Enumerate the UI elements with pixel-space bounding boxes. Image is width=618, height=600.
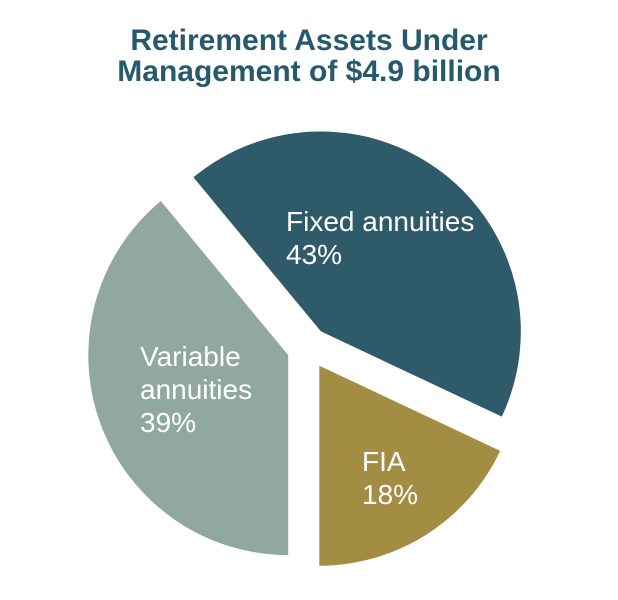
slice-name-fixed-annuities: Fixed annuities	[286, 206, 475, 237]
slice-label-variable-annuities: Variable annuities 39%	[140, 340, 300, 439]
slice-percent-variable-annuities: 39%	[140, 407, 197, 438]
slice-name-variable-annuities: Variable annuities	[140, 341, 253, 405]
chart-title-line-1: Retirement Assets Under	[130, 24, 488, 57]
pie-slice-fixed-annuities	[193, 131, 521, 417]
slice-percent-fia: 18%	[362, 479, 419, 510]
pie-slice-variable-annuities	[88, 201, 289, 556]
slice-label-fixed-annuities: Fixed annuities 43%	[286, 205, 474, 271]
chart-title: Retirement Assets Under Management of $4…	[0, 25, 618, 87]
pie-slice-fia	[319, 365, 501, 566]
slice-name-fia: FIA	[362, 446, 406, 477]
chart-title-line-2: Management of $4.9 billion	[117, 55, 501, 88]
slice-percent-fixed-annuities: 43%	[286, 239, 343, 270]
slice-label-fia: FIA 18%	[362, 445, 418, 511]
